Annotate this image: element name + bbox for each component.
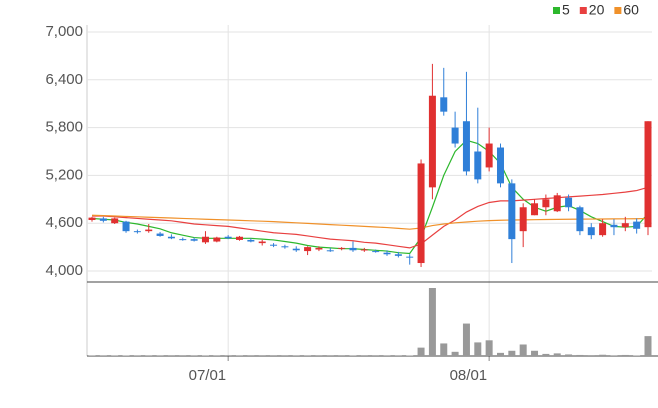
volume-bar	[621, 354, 629, 356]
candle-body	[610, 224, 618, 228]
candle-body	[417, 163, 425, 264]
candle-body	[587, 227, 595, 236]
candle-body	[394, 254, 402, 256]
legend-swatch	[614, 7, 622, 14]
candle-body	[542, 199, 550, 208]
candle-body	[633, 221, 641, 229]
y-tick-label: 4,000	[45, 262, 83, 279]
candle-body	[428, 95, 436, 188]
candle-body	[201, 236, 209, 243]
candle-body	[326, 250, 334, 252]
candle-body	[99, 218, 107, 221]
y-tick-label: 5,200	[45, 166, 83, 183]
volume-bar	[508, 350, 516, 356]
candle-body	[338, 247, 346, 249]
volume-bar	[633, 355, 641, 356]
legend-label: 60	[623, 2, 639, 18]
candle-body	[292, 248, 300, 251]
volume-bar	[644, 336, 652, 356]
legend-label: 20	[589, 2, 605, 18]
moving-average-line	[91, 214, 649, 230]
candle-body	[496, 147, 504, 184]
candle-body	[224, 236, 232, 239]
candle-body	[236, 236, 244, 240]
volume-bar	[474, 342, 482, 356]
candle-body	[406, 256, 414, 258]
volume-bar	[610, 355, 618, 356]
y-tick-label: 5,800	[45, 119, 83, 136]
volume-bar	[462, 323, 470, 356]
candle-body	[360, 249, 368, 251]
candle-body	[213, 237, 221, 242]
candle-body	[247, 239, 255, 242]
candle-body	[258, 241, 266, 244]
legend-swatch	[553, 7, 560, 14]
candle-body	[133, 231, 141, 233]
candle-body	[599, 223, 607, 236]
candle-body	[88, 217, 96, 221]
candle-body	[349, 247, 357, 251]
volume-bar	[406, 355, 414, 356]
candle-body	[440, 97, 448, 112]
candle-body	[145, 229, 153, 232]
volume-bar	[553, 353, 561, 356]
x-tick-label: 08/01	[450, 367, 488, 384]
candle-body	[485, 143, 493, 168]
candle-body	[270, 244, 278, 246]
candle-body	[372, 251, 380, 253]
volume-bar	[485, 340, 493, 356]
candle-body	[122, 221, 130, 232]
candle-body	[565, 197, 573, 208]
volume-bar	[599, 354, 607, 356]
legend: 5 20 60	[553, 2, 639, 18]
candle-body	[576, 207, 584, 232]
candle-body	[156, 233, 164, 236]
volume-bar	[428, 288, 436, 356]
candle-body	[315, 247, 323, 250]
candle-body	[621, 223, 629, 228]
legend-swatch	[579, 7, 587, 14]
candle-body	[167, 236, 175, 239]
y-tick-label: 4,600	[45, 214, 83, 231]
volume-bar	[576, 354, 584, 356]
volume-bar	[496, 352, 504, 356]
volume-bar	[122, 355, 130, 356]
volume-bar	[417, 347, 425, 356]
volume-bar	[519, 344, 527, 356]
candle-body	[508, 183, 516, 240]
candle-body	[111, 218, 119, 224]
candle-body	[553, 195, 561, 212]
x-tick-label: 07/01	[189, 367, 227, 384]
candle-body	[190, 239, 198, 241]
candle-body	[304, 247, 312, 252]
volume-bar	[531, 350, 539, 356]
candle-body	[383, 252, 391, 255]
candle-body	[462, 121, 470, 172]
candle-body	[644, 121, 652, 228]
legend-label: 5	[562, 2, 570, 18]
y-tick-label: 6,400	[45, 71, 83, 88]
volume-bar	[542, 353, 550, 356]
volume-bar	[440, 343, 448, 356]
y-tick-label: 7,000	[45, 23, 83, 40]
candle-body	[179, 239, 187, 241]
candle-body	[531, 203, 539, 216]
volume-bar	[565, 354, 573, 356]
volume-bar	[451, 351, 459, 356]
candle-body	[281, 246, 289, 248]
candle-body	[474, 151, 482, 180]
candle-body	[519, 207, 527, 232]
volume-bar	[587, 355, 595, 356]
candle-body	[451, 127, 459, 144]
